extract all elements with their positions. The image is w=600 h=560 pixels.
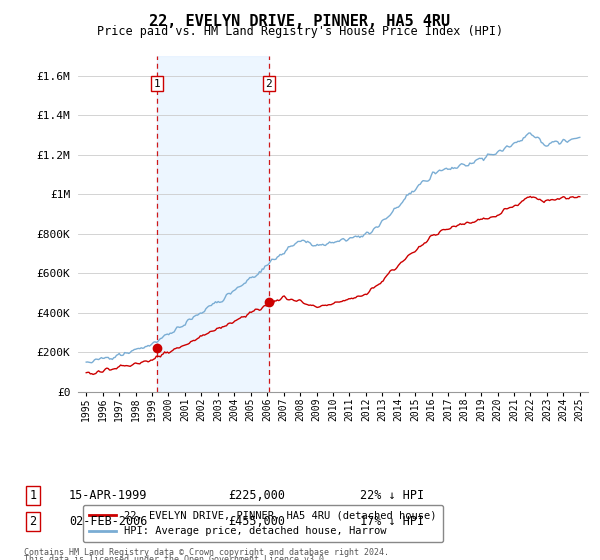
Text: This data is licensed under the Open Government Licence v3.0.: This data is licensed under the Open Gov…	[24, 556, 329, 560]
Text: 17% ↓ HPI: 17% ↓ HPI	[360, 515, 424, 529]
Text: 02-FEB-2006: 02-FEB-2006	[69, 515, 148, 529]
Text: 22% ↓ HPI: 22% ↓ HPI	[360, 489, 424, 502]
Text: £455,000: £455,000	[228, 515, 285, 529]
Text: Price paid vs. HM Land Registry's House Price Index (HPI): Price paid vs. HM Land Registry's House …	[97, 25, 503, 38]
Text: 2: 2	[29, 515, 37, 529]
Text: 15-APR-1999: 15-APR-1999	[69, 489, 148, 502]
Text: 1: 1	[154, 78, 160, 88]
Text: £225,000: £225,000	[228, 489, 285, 502]
Legend: 22, EVELYN DRIVE, PINNER, HA5 4RU (detached house), HPI: Average price, detached: 22, EVELYN DRIVE, PINNER, HA5 4RU (detac…	[83, 505, 443, 543]
Text: 22, EVELYN DRIVE, PINNER, HA5 4RU: 22, EVELYN DRIVE, PINNER, HA5 4RU	[149, 14, 451, 29]
Text: 1: 1	[29, 489, 37, 502]
Text: 2: 2	[265, 78, 272, 88]
Text: Contains HM Land Registry data © Crown copyright and database right 2024.: Contains HM Land Registry data © Crown c…	[24, 548, 389, 557]
